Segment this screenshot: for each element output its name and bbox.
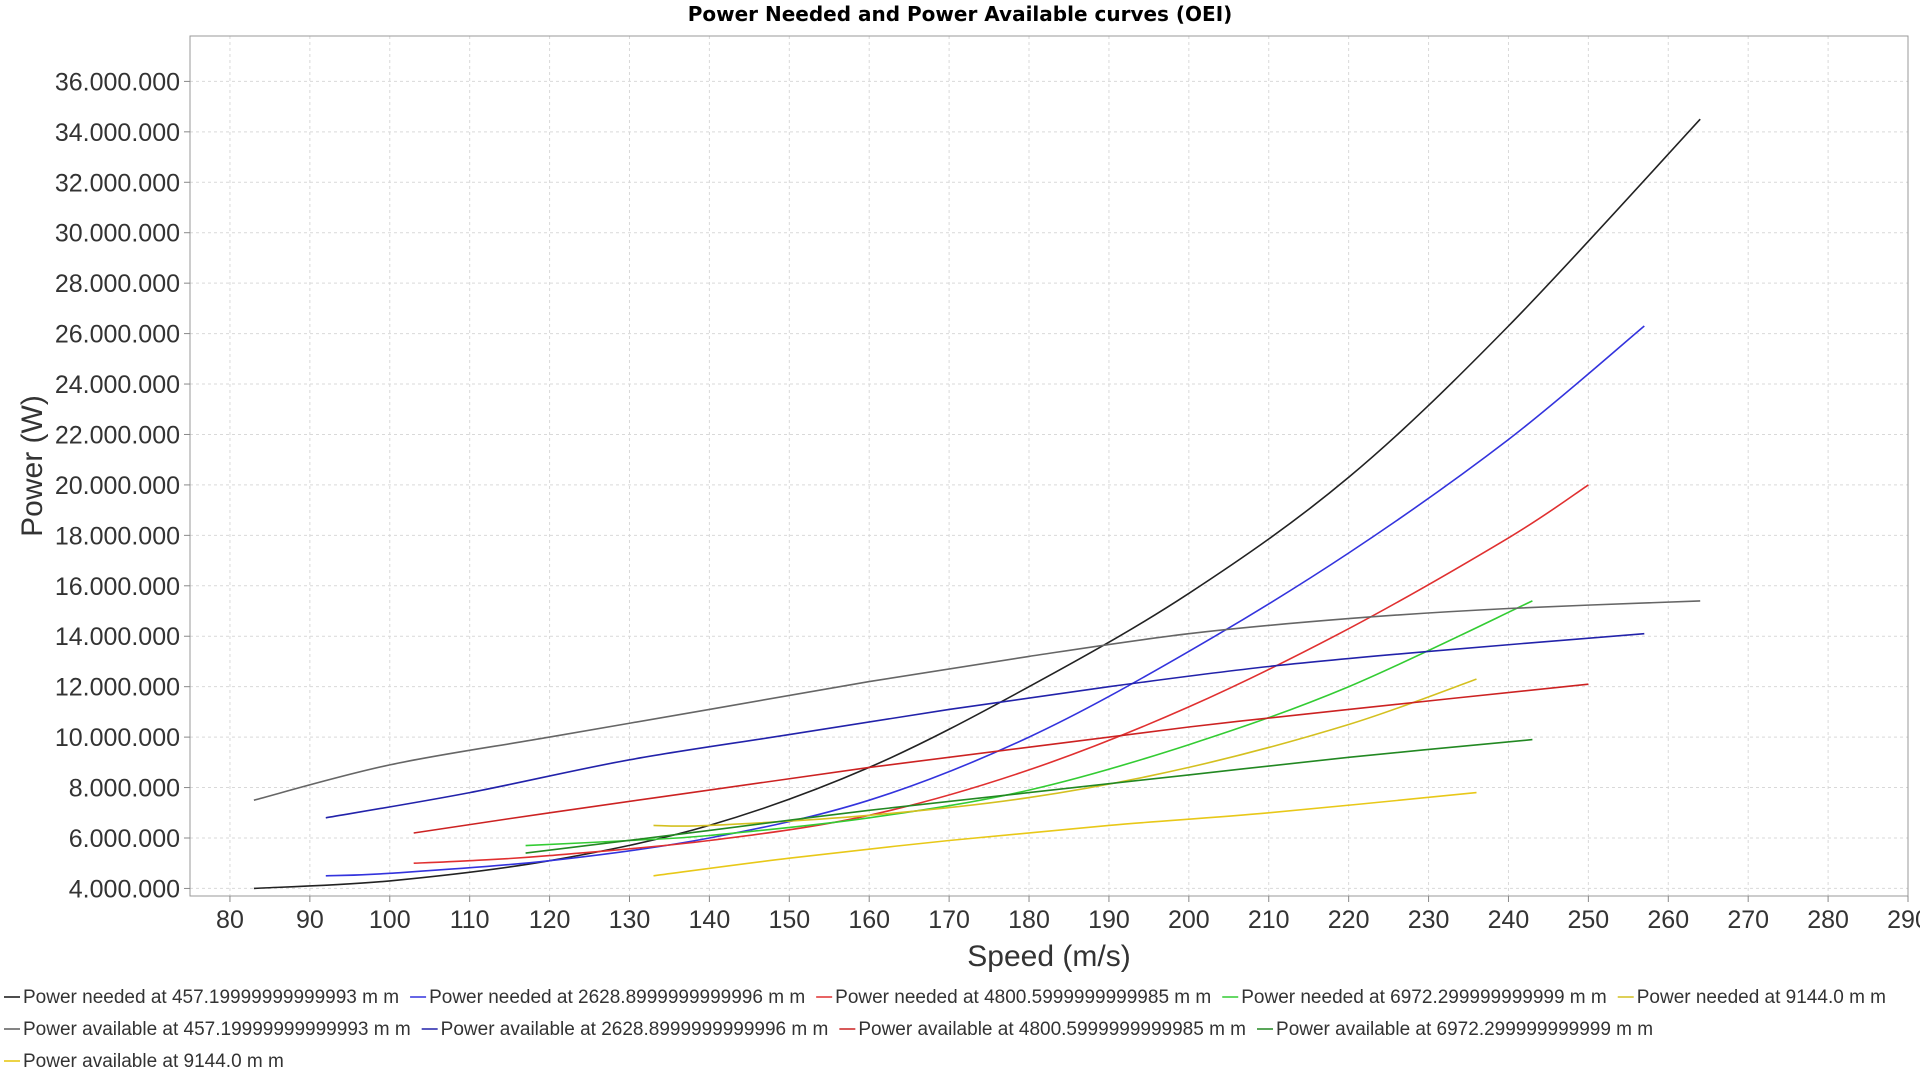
series-line-9	[525, 738, 1533, 854]
y-tick-label: 34.000.000	[55, 119, 180, 147]
x-tick-label: 130	[609, 906, 651, 934]
legend-entry: Power available at 9144.0 m m	[23, 1051, 284, 1072]
series-lines	[253, 118, 1701, 890]
x-tick-label: 260	[1647, 906, 1689, 934]
y-tick-label: 28.000.000	[55, 270, 180, 298]
y-tick-label: 26.000.000	[55, 321, 180, 349]
x-tick-label: 200	[1168, 906, 1210, 934]
legend-entry: Power available at 457.19999999999993 m …	[23, 1019, 411, 1040]
x-tick-label: 290	[1887, 906, 1920, 934]
y-tick-label: 16.000.000	[55, 573, 180, 601]
y-tick-label: 10.000.000	[55, 724, 180, 752]
series-line-5	[653, 678, 1477, 827]
plot-area	[189, 35, 1909, 897]
series-line-2	[325, 325, 1645, 877]
y-tick-label: 24.000.000	[55, 371, 180, 399]
x-tick-label: 120	[529, 906, 571, 934]
y-axis: 4.000.000 6.000.000 8.000.000 10.000.000 12.…	[55, 68, 190, 903]
y-tick-label: 18.000.000	[55, 522, 180, 550]
x-tick-label: 150	[768, 906, 810, 934]
x-tick-label: 110	[450, 906, 490, 934]
series-line-3	[413, 484, 1589, 864]
y-tick-label: 22.000.000	[55, 421, 180, 449]
x-tick-label: 160	[848, 906, 890, 934]
x-tick-label: 190	[1088, 906, 1130, 934]
y-tick-label: 36.000.000	[55, 68, 180, 96]
legend-entry: Power available at 6972.299999999999 m m	[1276, 1019, 1653, 1040]
series-line-8	[413, 683, 1589, 834]
x-tick-label: 90	[296, 906, 324, 934]
x-tick-label: 100	[369, 906, 411, 934]
x-tick-label: 180	[1008, 906, 1050, 934]
y-tick-label: 4.000.000	[69, 875, 180, 903]
x-tick-label: 250	[1568, 906, 1610, 934]
y-tick-label: 20.000.000	[55, 472, 180, 500]
x-tick-label: 220	[1328, 906, 1370, 934]
x-tick-label: 280	[1807, 906, 1849, 934]
y-tick-label: 14.000.000	[55, 623, 180, 651]
x-axis: 80 90 100 110 120 130 140 150 160 170 180 190 200 210…	[216, 896, 1920, 934]
series-line-7	[325, 632, 1645, 819]
y-tick-label: 8.000.000	[69, 775, 180, 803]
x-tick-label: 270	[1727, 906, 1769, 934]
legend-entry: Power needed at 4800.5999999999985 m m	[835, 987, 1211, 1008]
y-tick-label: 12.000.000	[55, 674, 180, 702]
y-axis-title: Power (W)	[16, 395, 49, 537]
legend-entry: Power available at 2628.8999999999996 m …	[441, 1019, 829, 1040]
legend: Power needed at 457.19999999999993 m m Po…	[4, 987, 1886, 1072]
y-tick-label: 6.000.000	[69, 825, 180, 853]
legend-entry: Power available at 4800.5999999999985 m …	[858, 1019, 1246, 1040]
x-tick-label: 80	[216, 906, 244, 934]
chart-title: Power Needed and Power Available curves …	[688, 2, 1233, 26]
series-line-1	[253, 118, 1701, 890]
x-tick-label: 210	[1248, 906, 1290, 934]
x-tick-label: 230	[1408, 906, 1450, 934]
x-tick-label: 140	[689, 906, 731, 934]
y-tick-label: 30.000.000	[55, 220, 180, 248]
legend-entry: Power needed at 6972.299999999999 m m	[1241, 987, 1607, 1008]
series-line-6	[253, 600, 1701, 801]
legend-entry: Power needed at 9144.0 m m	[1637, 987, 1886, 1008]
legend-entry: Power needed at 2628.8999999999996 m m	[429, 987, 805, 1008]
legend-entry: Power needed at 457.19999999999993 m m	[23, 987, 399, 1008]
x-axis-title: Speed (m/s)	[967, 940, 1130, 973]
y-tick-label: 32.000.000	[55, 169, 180, 197]
gridlines	[190, 36, 1909, 896]
series-line-10	[653, 791, 1477, 877]
x-tick-label: 240	[1488, 906, 1530, 934]
x-tick-label: 170	[928, 906, 970, 934]
